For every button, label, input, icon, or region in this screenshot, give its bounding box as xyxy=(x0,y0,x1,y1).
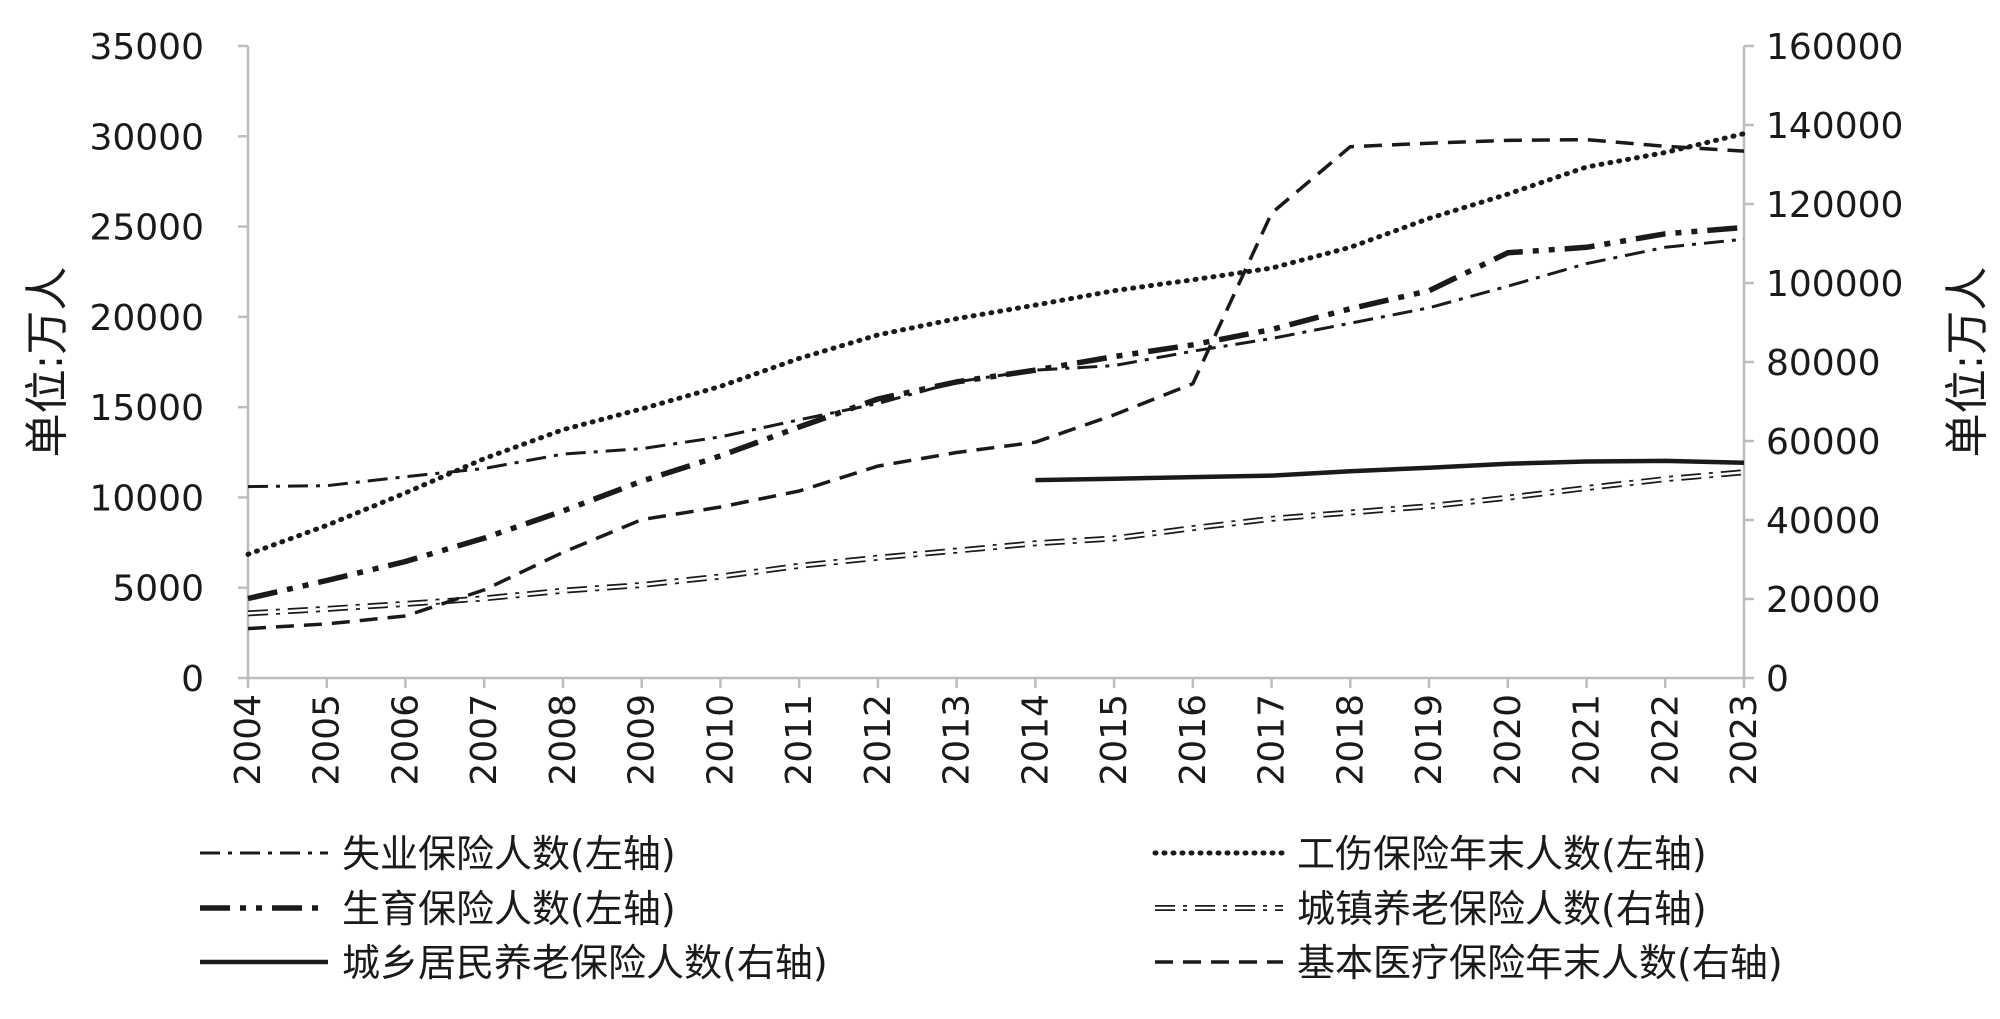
y-right-tick-label: 100000 xyxy=(1766,264,1903,305)
legend-label: 失业保险人数(左轴) xyxy=(342,832,676,876)
x-tick-label: 2020 xyxy=(1488,694,1529,786)
legend-item: 城镇养老保险人数(右轴) xyxy=(1155,887,1707,931)
series-layer xyxy=(245,131,1747,631)
legend-label: 工伤保险年末人数(左轴) xyxy=(1297,832,1707,876)
series-line-5 xyxy=(1035,458,1745,483)
x-tick-label: 2017 xyxy=(1252,694,1293,786)
series-2 xyxy=(245,131,1747,557)
legend: 失业保险人数(左轴) 工伤保险年末人数(左轴) 生育保险人数(左轴) 城镇养老保险人数… xyxy=(200,832,1783,985)
y-left-tick-label: 20000 xyxy=(89,298,204,339)
series-3 xyxy=(247,224,1745,602)
y-axis-label-right: 单位:万人 xyxy=(1942,267,1993,458)
x-tick-label: 2009 xyxy=(622,694,663,786)
x-tick-label: 2021 xyxy=(1567,694,1608,786)
y-right-tick-label: 40000 xyxy=(1766,501,1881,542)
y-left-tick-label: 15000 xyxy=(89,388,204,429)
x-tick-label: 2011 xyxy=(779,694,820,786)
legend-label: 基本医疗保险年末人数(右轴) xyxy=(1297,941,1783,985)
series-line-1 xyxy=(247,237,1745,489)
series-line-2 xyxy=(245,131,1747,557)
x-tick-label: 2018 xyxy=(1330,694,1371,786)
y-right-tick-label: 0 xyxy=(1766,659,1789,700)
x-tick-label: 2012 xyxy=(858,694,899,786)
series-6 xyxy=(247,137,1745,631)
series-line-3 xyxy=(247,224,1745,602)
x-tick-label: 2007 xyxy=(464,694,505,786)
x-tick-label: 2008 xyxy=(543,694,584,786)
x-tick-label: 2019 xyxy=(1409,694,1450,786)
x-tick-label: 2016 xyxy=(1173,694,1214,786)
legend-item: 失业保险人数(左轴) xyxy=(200,832,676,876)
legend-item: 城乡居民养老保险人数(右轴) xyxy=(200,941,828,985)
x-tick-label: 2023 xyxy=(1724,694,1765,786)
axes: 0 5000 10000 15000 20000 25000 30000 35000 0 2000… xyxy=(89,27,1903,786)
x-tick-label: 2006 xyxy=(385,694,426,786)
x-tick-label: 2022 xyxy=(1645,694,1686,786)
x-tick-label: 2014 xyxy=(1015,694,1056,786)
y-right-tick-label: 120000 xyxy=(1766,185,1903,226)
x-tick-label: 2010 xyxy=(700,694,741,786)
series-4 xyxy=(247,469,1745,617)
y-left-tick-label: 35000 xyxy=(89,27,204,68)
legend-item: 生育保险人数(左轴) xyxy=(200,887,676,931)
y-left-tick-label: 0 xyxy=(181,659,204,700)
y-right-tick-label: 140000 xyxy=(1766,106,1903,147)
series-1 xyxy=(247,237,1745,489)
y-left-tick-label: 10000 xyxy=(89,478,204,519)
legend-label: 城镇养老保险人数(右轴) xyxy=(1297,887,1707,931)
y-right-tick-label: 20000 xyxy=(1766,580,1881,621)
series-line-4-fill xyxy=(247,470,1745,615)
series-5 xyxy=(1035,458,1745,483)
y-left-tick-label: 25000 xyxy=(89,208,204,249)
y-left-tick-label: 5000 xyxy=(112,569,204,610)
legend-item: 基本医疗保险年末人数(右轴) xyxy=(1155,941,1783,985)
y-right-tick-label: 160000 xyxy=(1766,27,1903,68)
y-axis-label-left: 单位:万人 xyxy=(22,267,73,458)
x-tick-label: 2005 xyxy=(307,694,348,786)
x-tick-label: 2004 xyxy=(228,694,269,786)
legend-item: 工伤保险年末人数(左轴) xyxy=(1152,832,1707,876)
x-tick-label: 2013 xyxy=(937,694,978,786)
series-line-6 xyxy=(247,137,1745,631)
legend-label: 城乡居民养老保险人数(右轴) xyxy=(342,941,828,985)
x-tick-label: 2015 xyxy=(1094,694,1135,786)
y-left-tick-label: 30000 xyxy=(89,117,204,158)
y-right-tick-label: 60000 xyxy=(1766,422,1881,463)
y-right-tick-label: 80000 xyxy=(1766,343,1881,384)
legend-label: 生育保险人数(左轴) xyxy=(342,887,676,931)
